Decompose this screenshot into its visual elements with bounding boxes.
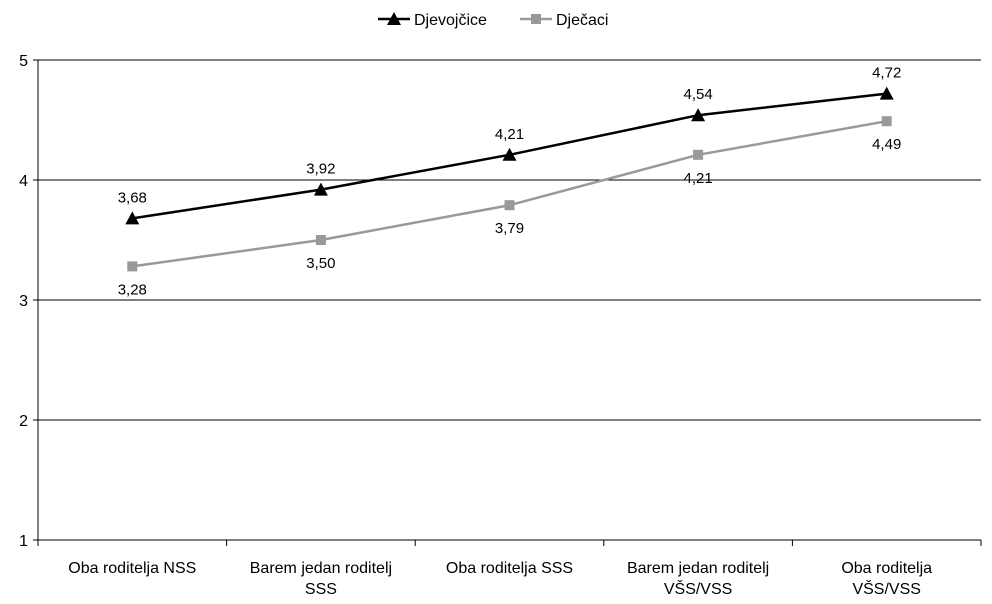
data-point xyxy=(313,182,328,196)
data-label: 4,21 xyxy=(495,126,524,143)
x-tick-label: Oba roditelja NSS xyxy=(68,560,196,577)
legend-label: Dječaci xyxy=(556,12,608,29)
data-point xyxy=(504,200,515,211)
data-label: 4,54 xyxy=(683,86,712,103)
data-label: 4,21 xyxy=(683,170,712,187)
x-tick-label: Barem jedan roditelj xyxy=(627,560,769,577)
y-tick-label: 4 xyxy=(19,173,28,190)
gridlines xyxy=(38,59,981,421)
data-label: 3,50 xyxy=(306,255,335,272)
legend-item-djecaci: Dječaci xyxy=(520,12,608,29)
data-label: 3,92 xyxy=(306,161,335,178)
data-point xyxy=(879,86,894,100)
x-tick-label: Barem jedan roditelj xyxy=(250,560,392,577)
data-label: 3,28 xyxy=(118,281,147,298)
y-tick-label: 1 xyxy=(19,533,28,550)
x-tick-label: SSS xyxy=(305,581,337,598)
x-tick-label: Oba roditelja xyxy=(841,560,932,577)
x-tick-label: VŠS/VSS xyxy=(664,579,732,598)
series-group: 3,28 3,50 3,79 4,21 4,49 3,68 3,92 4,21 4,54 4,72 xyxy=(118,65,902,299)
x-tick-label: Oba roditelja SSS xyxy=(446,560,573,577)
data-label: 4,49 xyxy=(872,136,901,153)
legend-marker xyxy=(531,14,541,24)
x-tick-label: VŠS/VSS xyxy=(852,579,920,598)
data-point xyxy=(502,147,517,161)
data-label: 3,68 xyxy=(118,189,147,206)
data-label: 4,72 xyxy=(872,65,901,82)
data-point xyxy=(691,108,706,122)
y-tick-label: 2 xyxy=(19,413,28,430)
y-tick-label: 3 xyxy=(19,293,28,310)
legend: Djevojčice Dječaci xyxy=(378,12,608,29)
data-label: 3,79 xyxy=(495,220,524,237)
legend-item-djevojcice: Djevojčice xyxy=(378,12,487,29)
data-point xyxy=(693,149,704,160)
data-point xyxy=(127,261,138,272)
y-tick-label: 5 xyxy=(19,53,28,70)
data-point xyxy=(315,235,326,245)
data-point xyxy=(125,211,140,225)
series-line xyxy=(132,119,887,268)
series-djecaci: 3,28 3,50 3,79 4,21 4,49 xyxy=(118,116,901,298)
series-djevojcice: 3,68 3,92 4,21 4,54 4,72 xyxy=(118,65,901,225)
legend-label: Djevojčice xyxy=(414,12,487,29)
legend-marker xyxy=(387,12,401,25)
axes: 1 2 3 4 5 Oba roditelja NSS Barem jedan rodite… xyxy=(19,53,982,598)
data-point xyxy=(881,116,892,127)
